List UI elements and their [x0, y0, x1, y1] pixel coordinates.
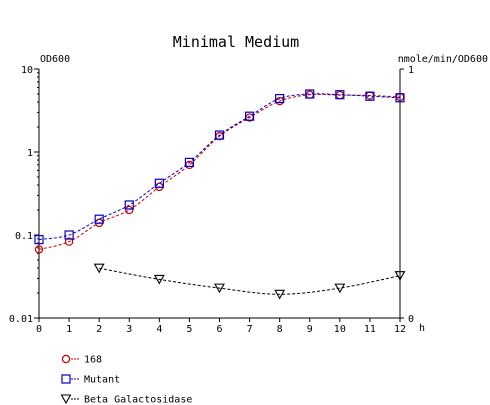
legend-label: 168 — [84, 355, 102, 366]
legend-marker — [61, 374, 71, 384]
series-168-point — [34, 245, 44, 254]
chart-title: Minimal Medium — [173, 33, 299, 51]
x-tick-label: 5 — [186, 324, 192, 335]
series-mutant-point — [275, 93, 285, 104]
series-mutant-point — [244, 111, 255, 121]
legend-marker — [61, 354, 71, 364]
series-168-point — [64, 237, 74, 246]
y-left-tick-label: 0.1 — [15, 231, 33, 242]
series-168-line — [38, 93, 401, 250]
legend-marker — [60, 394, 72, 405]
series-beta-galactosidase-point — [93, 263, 105, 274]
y-left-tick-label: 0.01 — [9, 314, 33, 325]
series-168-point — [125, 205, 134, 215]
x-tick-label: 2 — [96, 324, 102, 335]
series-mutant-point — [154, 178, 164, 188]
legend: 168 Mutant Beta Galactosidase — [60, 354, 192, 405]
x-tick-label: 1 — [66, 324, 72, 335]
series-mutant-point — [365, 91, 375, 101]
x-tick-label: 6 — [216, 324, 222, 335]
series-mutant-point — [184, 157, 195, 167]
x-tick-label: 12 — [394, 324, 406, 335]
series-mutant-point — [395, 93, 405, 103]
y-right-axis-label: nmole/min/OD600 — [398, 54, 488, 65]
y-right-tick-label: 0 — [408, 314, 414, 325]
series-mutant-line — [38, 93, 401, 241]
series-beta-galactosidase-point — [394, 271, 406, 281]
x-tick-label: 7 — [247, 324, 253, 335]
y-left-tick-label: 1 — [27, 148, 33, 159]
series-mutant-point — [64, 230, 74, 240]
series-mutant-point — [214, 130, 225, 140]
series-beta-galactosidase-line — [99, 267, 401, 295]
series-mutant-point — [335, 90, 345, 100]
series-mutant-point — [124, 200, 134, 210]
y-left-tick-label: 10 — [21, 65, 33, 76]
legend-label: Beta Galactosidase — [84, 395, 192, 405]
series-beta-galactosidase-point — [334, 283, 346, 294]
axes — [34, 68, 404, 322]
x-tick-label: 8 — [277, 324, 283, 335]
y-right-tick-label: 1 — [408, 65, 414, 76]
x-axis-label: h — [419, 323, 425, 334]
series-beta-galactosidase-point — [214, 283, 225, 294]
legend-label: Mutant — [84, 375, 120, 386]
series-mutant-point — [34, 235, 44, 245]
series-mutant-point — [305, 89, 315, 99]
y-left-axis-label: OD600 — [40, 54, 70, 65]
plot-area — [34, 89, 406, 300]
x-tick-label: 0 — [36, 324, 42, 335]
series-beta-galactosidase-point — [153, 274, 165, 285]
x-tick-label: 9 — [307, 324, 313, 335]
x-tick-label: 10 — [334, 324, 346, 335]
series-beta-galactosidase-point — [274, 289, 286, 300]
series-mutant-point — [94, 214, 104, 224]
x-tick-label: 4 — [156, 324, 162, 335]
x-tick-label: 3 — [126, 324, 132, 335]
x-tick-label: 11 — [364, 324, 376, 335]
